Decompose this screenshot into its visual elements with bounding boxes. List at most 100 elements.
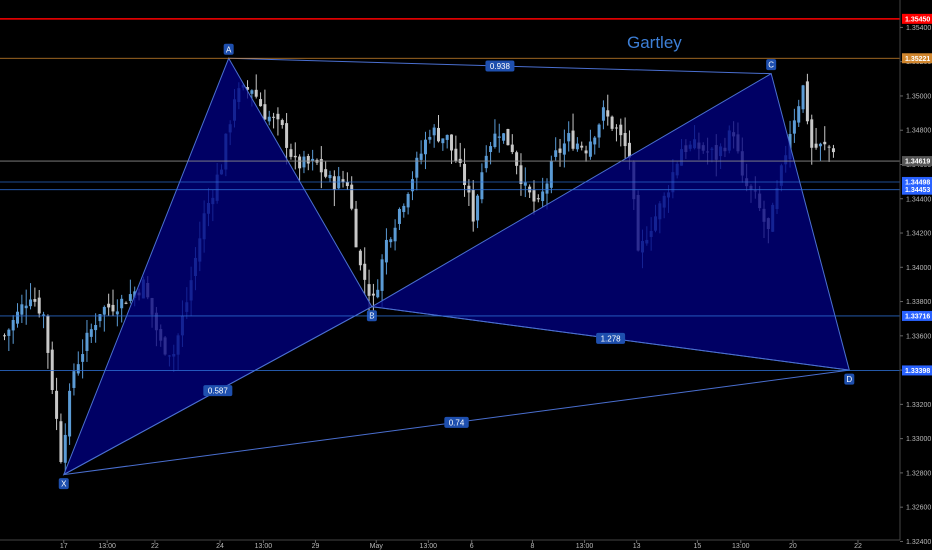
time-tick-label: 6 (470, 543, 474, 550)
candle-body (76, 364, 80, 374)
candle-body (24, 305, 28, 309)
ratio-label-box (444, 416, 469, 428)
time-tick-label: 13:00 (732, 543, 750, 550)
candle-body (380, 259, 384, 291)
candle-body (415, 157, 419, 178)
candle-body (827, 146, 831, 148)
price-badge-label: 1.34453 (905, 187, 930, 194)
candle-body (397, 208, 401, 224)
price-badge (902, 13, 932, 24)
candle-body (423, 139, 427, 155)
price-badge-label: 1.35221 (905, 56, 930, 63)
candle-body (128, 294, 132, 301)
candle-body (81, 354, 85, 362)
candle-body (441, 138, 445, 144)
candle-body (558, 148, 562, 153)
candle-body (493, 133, 497, 147)
price-badge (902, 176, 932, 187)
candle-body (606, 110, 610, 117)
candle-body (332, 176, 336, 190)
candle-body (250, 90, 254, 94)
candle-body (267, 116, 271, 122)
candle-body (16, 311, 20, 324)
time-tick-label: 13:00 (576, 543, 594, 550)
price-badge-label: 1.33398 (905, 368, 930, 375)
candle-body (354, 208, 358, 248)
time-tick-label: 8 (531, 543, 535, 550)
candle-body (406, 193, 410, 208)
candle-body (302, 156, 306, 168)
candle-body (497, 136, 501, 138)
candle-body (280, 120, 284, 126)
candle-body (818, 143, 822, 147)
candle-body (3, 335, 6, 337)
candle-body (580, 145, 584, 148)
ratio-label: 0.938 (490, 62, 511, 71)
ratio-label-box (596, 332, 626, 344)
candle-body (29, 299, 33, 307)
candle-body (11, 320, 15, 331)
price-badge (902, 310, 932, 321)
candle-body (584, 150, 588, 154)
candle-body (393, 227, 397, 242)
candle-body (410, 179, 414, 192)
candle-body (823, 141, 827, 145)
price-tick-label: 1.32600 (906, 505, 931, 512)
candle-body (272, 116, 276, 118)
candle-body (363, 263, 367, 280)
candle-body (593, 137, 597, 145)
price-badge (902, 53, 932, 64)
price-tick-label: 1.35000 (906, 93, 931, 100)
candle-body (120, 298, 124, 309)
time-tick-label: 13:00 (98, 543, 116, 550)
point-label-a: A (226, 45, 232, 54)
price-badge-label: 1.34498 (905, 179, 930, 186)
candle-body (467, 185, 471, 193)
price-tick-label: 1.33000 (906, 436, 931, 443)
price-tick-label: 1.34000 (906, 265, 931, 272)
time-axis[interactable]: 17 13:00 22 24 13:00 29 May 13:00 6 8 13:00 13 15 13:… (60, 540, 862, 550)
candle-body (367, 284, 371, 296)
candle-body (575, 143, 579, 150)
candle-body (285, 123, 289, 148)
candle-body (350, 184, 354, 209)
candle-body (102, 306, 106, 315)
point-label-c: C (768, 61, 774, 70)
price-badge-label: 1.35450 (905, 16, 930, 23)
candle-body (46, 315, 50, 353)
candle-body (562, 143, 566, 155)
ratio-label-box (203, 385, 233, 397)
time-tick-label: 17 (60, 543, 68, 550)
point-label-x: X (61, 480, 67, 489)
candle-body (428, 136, 432, 140)
candle-body (797, 106, 801, 123)
candle-body (68, 390, 72, 437)
candle-body (376, 289, 380, 298)
time-tick-label: 29 (312, 543, 320, 550)
candle-body (50, 349, 54, 390)
candle-body (328, 174, 332, 179)
candle-body (89, 329, 93, 337)
candle-body (601, 107, 605, 121)
candle-body (454, 148, 458, 162)
candle-body (814, 143, 818, 148)
candle-body (588, 141, 592, 157)
candle-body (523, 182, 527, 186)
candle-body (293, 155, 297, 158)
candle-body (384, 239, 388, 263)
candle-body (471, 189, 475, 222)
time-tick-label: 24 (216, 543, 224, 550)
candle-body (72, 371, 76, 388)
candle-body (549, 161, 553, 188)
candle-body (345, 182, 349, 187)
price-tick-label: 1.32400 (906, 539, 931, 546)
time-tick-label: 20 (789, 543, 797, 550)
candle-body (623, 132, 627, 147)
candle-body (515, 152, 519, 166)
time-tick-label: 13:00 (255, 543, 273, 550)
candle-body (124, 302, 128, 304)
candle-body (20, 304, 24, 315)
candle-body (419, 153, 423, 160)
